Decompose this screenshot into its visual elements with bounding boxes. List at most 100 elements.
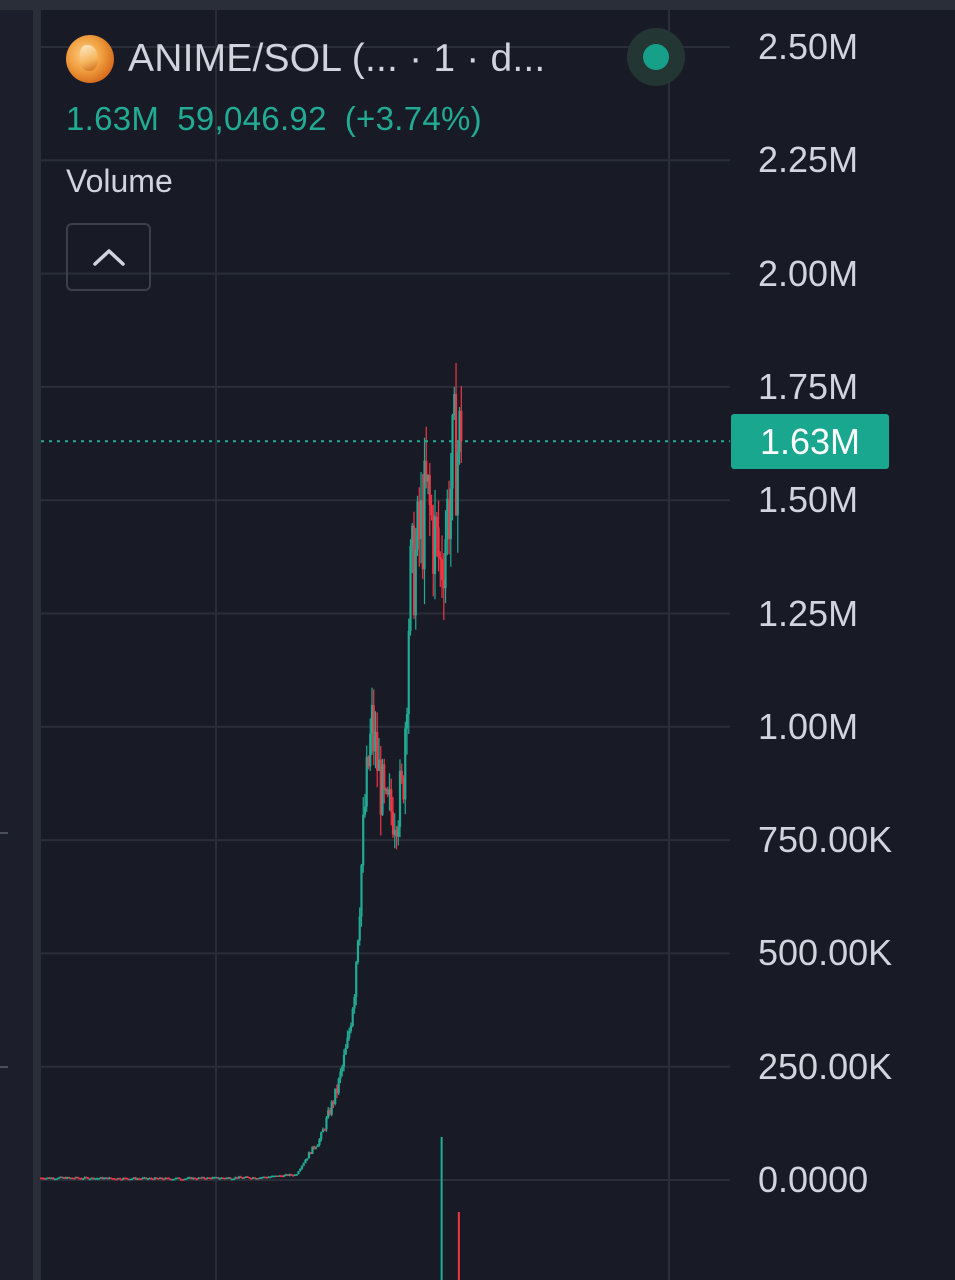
candle-body [302,1163,305,1166]
candle-body [172,1178,176,1181]
candle-body [281,1175,284,1178]
candle-body [260,1177,263,1179]
candle-body [309,1152,312,1154]
candle-body [405,713,409,729]
candle-body [50,1177,53,1180]
candle-body [379,759,382,815]
candle-body [115,1178,118,1181]
candle-body [278,1175,281,1177]
candle-body [416,501,419,550]
candle-body [286,1174,290,1176]
candle-body [215,1177,218,1179]
candle-body [185,1178,188,1180]
candle-body [125,1177,128,1180]
candle-body [435,516,438,528]
candle-body [88,1178,92,1181]
chart-legend-header[interactable]: ANIME/SOL (... · 1 · d... [66,34,545,84]
candle-body [258,1177,262,1180]
candle-body [71,1177,74,1180]
candle-body [304,1159,307,1164]
candle-body [102,1177,106,1180]
candle-body [127,1178,130,1181]
candle-body [178,1177,181,1180]
candle-body [174,1177,177,1180]
candle-body [164,1177,167,1180]
candle-body [234,1177,237,1179]
candle-body [421,500,424,570]
candle-body [418,501,421,539]
candle-body [59,1176,62,1179]
candle-body [337,1078,340,1094]
candle-body [195,1178,198,1181]
volume-indicator-label[interactable]: Volume [66,163,173,199]
candle-body [293,1174,297,1176]
candle-body [449,488,452,540]
candle-body [69,1177,72,1180]
candle-body [171,1179,174,1181]
candle-body [325,1117,328,1130]
candle-body [423,460,426,570]
candle-body [404,728,407,800]
candle-body [116,1178,120,1180]
candle-body [187,1177,190,1179]
candle-body [360,865,363,917]
candle-body [274,1175,277,1178]
candle-body [251,1177,254,1179]
candle-body [295,1174,298,1176]
candle-body [241,1177,244,1179]
axis-tick-label: 1.50M [758,479,859,521]
candle-body [99,1177,102,1179]
pane-divider[interactable] [33,10,41,1280]
candle-body [179,1179,183,1181]
candle-body [430,505,433,516]
candle-body [248,1177,251,1179]
candle-body [188,1177,191,1179]
candle-body [414,549,417,616]
candle-body [148,1177,151,1180]
candle-body [419,500,423,539]
candle-body [440,559,444,580]
pair-title[interactable]: ANIME/SOL (... · 1 · d... [128,37,546,80]
candle-body [109,1177,113,1179]
axis-tick-label: 0.0000 [758,1159,869,1200]
last-price-label: 1.63M [731,414,889,470]
candle-body [67,1177,71,1179]
candle-body [94,1178,97,1180]
candle-body [398,770,402,827]
candles [39,362,463,1181]
candle-body [155,1177,158,1179]
candle-body [426,475,430,482]
candle-body [388,789,391,795]
candle-body [176,1177,179,1180]
candle-body [425,460,428,482]
candle-body [262,1176,265,1179]
candle-body [46,1177,50,1179]
candle-body [136,1178,139,1180]
candle-body [341,1066,344,1072]
candle-body [397,826,400,837]
candle-body [57,1177,60,1179]
candle-body [297,1171,300,1175]
candle-body [150,1177,153,1180]
candle-body [393,829,396,835]
adjacent-pane-tick [0,832,8,834]
candle-body [433,516,437,574]
quote-row: 1.63M 59,046.92 (+3.74%) [66,100,500,138]
axis-tick-label: 2.00M [758,252,859,294]
candle-body [157,1178,160,1180]
candle-body [160,1177,163,1180]
candle-body [335,1088,339,1094]
candle-body [237,1176,240,1179]
candle-body [369,733,372,767]
candle-body [307,1152,311,1159]
grid-lines [41,10,730,1280]
collapse-legend-button[interactable] [66,223,151,291]
axis-tick-label: 1.75M [758,365,859,407]
candle-body [104,1177,107,1179]
candle-body [144,1177,148,1179]
candle-body [454,393,458,516]
candle-body [48,1177,51,1179]
candle-body [90,1177,93,1180]
candle-body [202,1177,205,1179]
